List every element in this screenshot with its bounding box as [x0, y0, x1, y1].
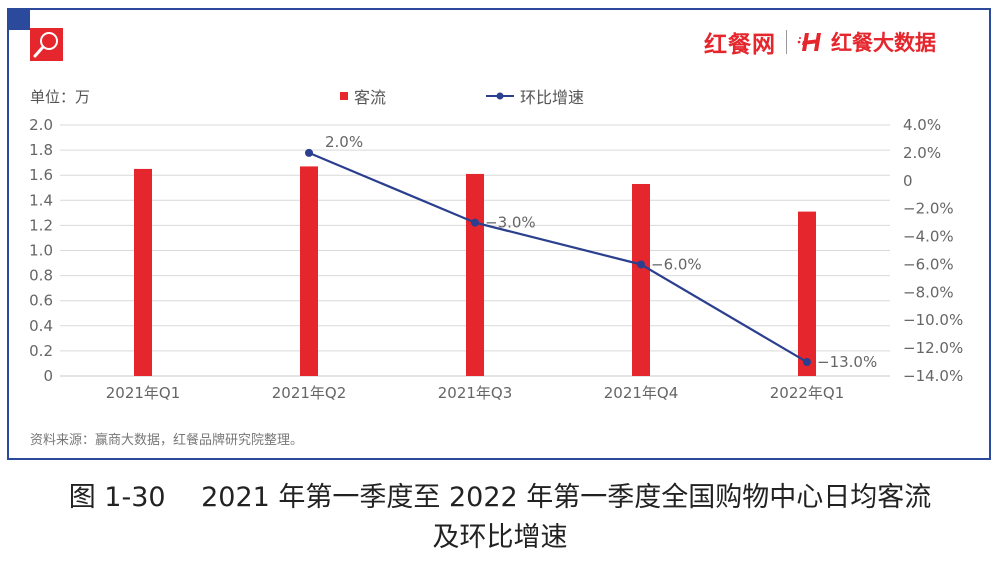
- growth-line-path: [308, 151, 808, 364]
- growth-line: 2.0% −3.0% −6.0% −13.0%: [305, 133, 877, 371]
- brand-mark-icon: [797, 33, 821, 51]
- bar: [466, 173, 484, 376]
- brand-logo: 红餐网 红餐大数据: [704, 24, 936, 60]
- y-axis-left-ticks: 0 0.2 0.4 0.6 0.8 1.0 1.2 1.4 1.6 1.8 2.0: [29, 116, 53, 385]
- y2-tick-label: −8.0%: [903, 283, 954, 301]
- line-point: [637, 260, 645, 269]
- bar: [300, 166, 318, 376]
- y-axis-right-ticks: −14.0% −12.0% −10.0% −8.0% −6.0% −4.0% −2.0% 0 2…: [903, 116, 963, 385]
- legend-bar-swatch: [340, 92, 348, 100]
- y-tick-label: 1.6: [29, 166, 53, 184]
- bars: [134, 166, 816, 376]
- bar: [798, 211, 816, 376]
- legend-item-line: 环比增速: [486, 84, 584, 108]
- y2-tick-label: 2.0%: [903, 144, 941, 162]
- chart-frame: [7, 8, 991, 460]
- caption-line-1: 图 1-30 2021 年第一季度至 2022 年第一季度全国购物中心日均客流: [68, 482, 932, 513]
- y2-tick-label: 4.0%: [903, 116, 941, 134]
- y-tick-label: 2.0: [29, 116, 53, 134]
- line-point: [803, 358, 811, 367]
- data-label: −13.0%: [817, 353, 877, 371]
- brand-logo-secondary-text: 红餐大数据: [831, 31, 936, 55]
- x-tick-label: 2021年Q4: [604, 384, 679, 402]
- y2-tick-label: −14.0%: [903, 367, 963, 385]
- bar: [632, 183, 650, 376]
- search-icon: [30, 28, 63, 61]
- y2-tick-label: 0: [903, 172, 913, 190]
- bar: [134, 168, 152, 376]
- y-tick-label: 1.0: [29, 242, 53, 260]
- legend-line-swatch-icon: [486, 92, 515, 100]
- data-label: −3.0%: [485, 214, 536, 232]
- unit-label: 单位：万: [30, 88, 91, 106]
- x-tick-label: 2021年Q3: [438, 384, 513, 402]
- y-tick-label: 0: [43, 367, 53, 385]
- y2-tick-label: −6.0%: [903, 255, 954, 273]
- y-tick-label: 0.6: [29, 292, 53, 310]
- corner-accent: [7, 8, 30, 30]
- x-tick-label: 2021年Q1: [106, 384, 181, 402]
- y-tick-label: 0.8: [29, 267, 53, 285]
- line-point: [305, 148, 313, 157]
- y2-tick-label: −4.0%: [903, 228, 954, 246]
- legend: 客流 环比增速: [340, 84, 584, 108]
- x-axis-ticks: 2021年Q1 2021年Q2 2021年Q3 2021年Q4 2022年Q1: [106, 384, 845, 402]
- x-tick-label: 2021年Q2: [272, 384, 347, 402]
- data-label: 2.0%: [325, 133, 363, 151]
- y-tick-label: 0.2: [29, 342, 53, 360]
- legend-bar-label: 客流: [354, 88, 387, 107]
- y2-tick-label: −10.0%: [903, 311, 963, 329]
- x-tick-label: 2022年Q1: [770, 384, 845, 402]
- legend-line-label: 环比增速: [520, 88, 585, 107]
- chart-plot: 00.20.40.60.81.01.21.41.61.82.0 −14.0%−1…: [29, 116, 963, 402]
- brand-logo-secondary: 红餐大数据: [797, 27, 936, 57]
- y2-tick-label: −12.0%: [903, 339, 963, 357]
- y-tick-label: 0.4: [29, 317, 53, 335]
- y-tick-label: 1.2: [29, 216, 53, 234]
- brand-logo-primary: 红餐网: [704, 32, 776, 58]
- legend-item-bar: 客流: [340, 84, 386, 108]
- source-note: 资料来源：赢商大数据，红餐品牌研究院整理。: [30, 433, 304, 448]
- figure-caption: 图 1-30 2021 年第一季度至 2022 年第一季度全国购物中心日均客流 …: [0, 478, 1000, 558]
- caption-line-2: 及环比增速: [432, 522, 568, 553]
- y2-tick-label: −2.0%: [903, 200, 954, 218]
- y-tick-label: 1.8: [29, 141, 53, 159]
- y-tick-label: 1.4: [29, 191, 53, 209]
- brand-divider: [786, 30, 787, 54]
- data-label: −6.0%: [651, 255, 702, 273]
- line-point: [471, 218, 479, 227]
